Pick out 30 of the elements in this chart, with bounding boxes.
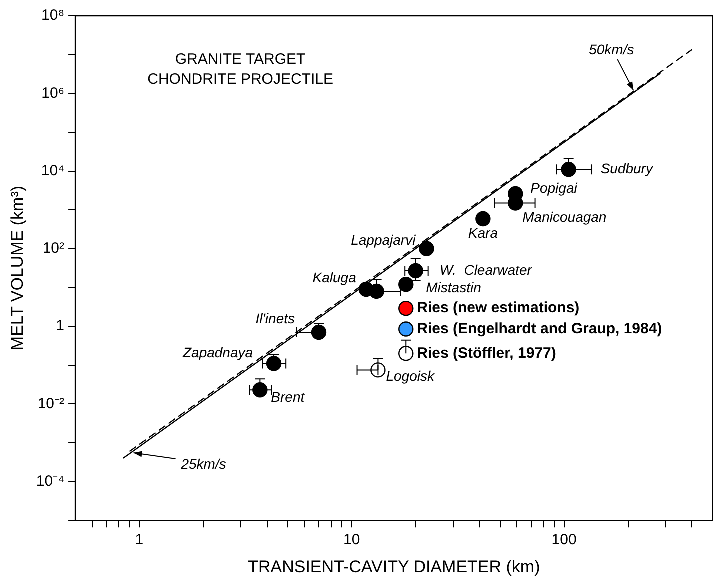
annotation: Kaluga — [312, 269, 357, 286]
series-label: Ries (Engelhardt and Graup, 1984) — [417, 320, 662, 338]
series-label: Ries (new estimations) — [417, 300, 580, 317]
annotation: Manicouagan — [522, 209, 607, 226]
x-tick-label: 100 — [552, 532, 577, 549]
x-axis-title: TRANSIENT-CAVITY DIAMETER (km) — [248, 557, 540, 576]
y-tick-label: 10² — [42, 240, 65, 258]
y-tick-label: 10⁻² — [38, 395, 65, 412]
annotation: Zapadnaya — [182, 344, 254, 361]
annotation: GRANITE TARGET CHONDRITE PROJECTILE — [148, 51, 334, 88]
x-tick-label: 1 — [135, 532, 144, 549]
annotation: Mistastin — [426, 280, 482, 296]
y-tick-label: 1 — [56, 318, 65, 335]
annotation: Il'inets — [256, 310, 295, 326]
annotation: 25km/s — [180, 456, 226, 472]
annotation: Lappajarvi — [351, 232, 417, 248]
annotation: Popigai — [530, 180, 578, 196]
annotation: Kara — [468, 224, 498, 241]
annotation: Logoisk — [386, 368, 436, 384]
y-tick-label: 10⁶ — [42, 84, 65, 102]
annotation: Brent — [271, 389, 306, 406]
y-axis-title: MELT VOLUME (km³) — [8, 186, 27, 351]
annotation: Sudbury — [600, 160, 654, 177]
series-label: Ries (Stöffler, 1977) — [417, 344, 556, 362]
y-tick-label: 10⁻⁴ — [36, 472, 65, 490]
y-tick-label: 10⁸ — [42, 7, 65, 24]
annotation: W. Clearwater — [440, 262, 534, 278]
y-tick-label: 10⁴ — [41, 162, 65, 180]
x-tick-label: 10 — [344, 532, 360, 549]
annotation: 50km/s — [589, 41, 634, 58]
